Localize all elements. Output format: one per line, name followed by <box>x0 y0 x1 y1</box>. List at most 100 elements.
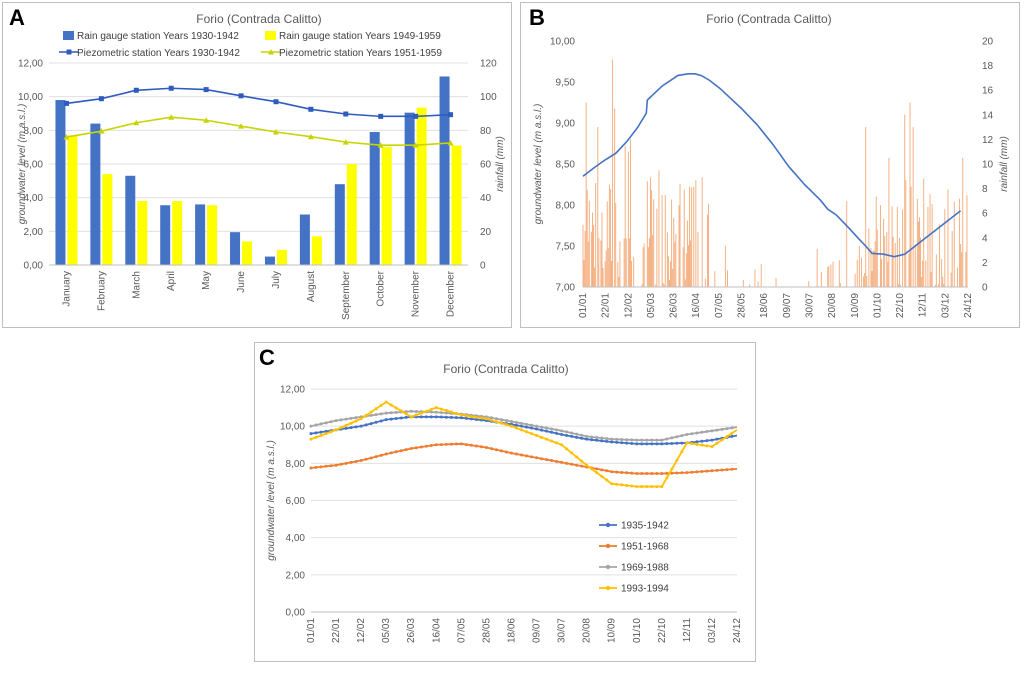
chart-b-ytick-left: 8,00 <box>556 201 576 212</box>
panel-a: A Forio (Contrada Calitto) 0,00 2,00 4,00 6,… <box>2 2 512 328</box>
chart-c-xtick: 07/05 <box>456 618 467 643</box>
chart-a-legend-label: Rain gauge station Years 1949-1959 <box>279 31 441 42</box>
chart-c-point-series-1951-1968 <box>334 463 338 467</box>
chart-c-point-series-1951-1968 <box>329 464 333 468</box>
chart-a-marker <box>98 128 105 134</box>
chart-c-point-series-1993-1994 <box>444 409 448 413</box>
chart-c-point-series-1969-1988 <box>374 413 378 417</box>
chart-a-bar-rain-1949-1959 <box>67 135 78 265</box>
chart-c-ytick: 0,00 <box>286 608 306 619</box>
chart-c-point-series-1935-1942 <box>545 429 549 433</box>
chart-a-title: Forio (Contrada Calitto) <box>196 12 321 26</box>
chart-c-point-series-1993-1994 <box>710 445 714 449</box>
chart-a-marker <box>413 113 419 119</box>
chart-c-point-series-1935-1942 <box>595 438 599 442</box>
chart-c-legend-marker <box>605 585 611 591</box>
chart-c-point-series-1993-1994 <box>610 482 614 486</box>
chart-c-point-series-1969-1988 <box>519 421 523 425</box>
chart-c-legend-label: 1993-1994 <box>621 584 669 595</box>
chart-c-point-series-1935-1942 <box>560 433 564 437</box>
chart-c-point-series-1951-1968 <box>324 464 328 468</box>
chart-c-xtick: 05/03 <box>381 618 392 643</box>
chart-c-point-series-1969-1988 <box>565 430 569 434</box>
chart-c-point-series-1935-1942 <box>550 430 554 434</box>
chart-c-point-series-1969-1988 <box>720 427 724 431</box>
chart-c-point-series-1951-1968 <box>715 468 719 472</box>
chart-c-xtick: 16/04 <box>431 618 442 643</box>
chart-c-point-series-1951-1968 <box>514 452 518 456</box>
chart-c-point-series-1993-1994 <box>720 438 724 442</box>
panel-c: C Forio (Contrada Calitto) 0,00 2,00 4,00 6,… <box>254 342 756 662</box>
chart-c-legend-label: 1935-1942 <box>621 521 669 532</box>
chart-c-point-series-1993-1994 <box>555 441 559 445</box>
chart-c-point-series-1969-1988 <box>369 413 373 417</box>
chart-c-point-series-1993-1994 <box>530 432 534 436</box>
chart-c-point-series-1951-1968 <box>710 469 714 473</box>
chart-c-point-series-1969-1988 <box>645 438 649 442</box>
chart-c-point-series-1993-1994 <box>525 430 529 434</box>
chart-c-point-series-1993-1994 <box>349 421 353 425</box>
chart-c-point-series-1951-1968 <box>489 447 493 451</box>
chart-c-point-series-1969-1988 <box>725 427 729 431</box>
chart-b-ytick-right: 8 <box>982 184 988 195</box>
chart-c-point-series-1969-1988 <box>700 430 704 434</box>
chart-c-point-series-1993-1994 <box>379 403 383 407</box>
chart-c-point-series-1935-1942 <box>710 438 714 442</box>
chart-a-bar-rain-1930-1942 <box>404 112 415 266</box>
chart-a-marker <box>238 123 245 129</box>
chart-c-ytick: 8,00 <box>286 459 306 470</box>
chart-b-ylabel-right: rainfall (mm) <box>999 136 1010 192</box>
chart-c-point-series-1993-1994 <box>479 416 483 420</box>
chart-a-marker <box>307 133 314 140</box>
chart-c-point-series-1951-1968 <box>530 455 534 459</box>
chart-a-marker <box>98 96 104 102</box>
chart-b-ytick-right: 10 <box>982 160 994 171</box>
chart-c-point-series-1969-1988 <box>580 433 584 437</box>
chart-c-ylabel: groundwater level (m a.s.l.) <box>266 440 277 561</box>
chart-c-xtick: 12/02 <box>356 618 367 643</box>
chart-c-point-series-1969-1988 <box>384 411 388 415</box>
chart-c-point-series-1951-1968 <box>575 463 579 467</box>
chart-a-ytick-left: 12,00 <box>18 59 43 70</box>
chart-c-point-series-1935-1942 <box>344 426 348 430</box>
chart-c-point-series-1993-1994 <box>519 428 523 432</box>
chart-a-bar-rain-1949-1959 <box>311 236 322 265</box>
chart-b-xtick: 12/02 <box>623 293 634 318</box>
chart-c-point-series-1969-1988 <box>499 418 503 422</box>
chart-a-xtick: May <box>201 271 212 290</box>
chart-a-bar-rain-1930-1942 <box>299 214 310 265</box>
chart-a-xtick: March <box>131 271 142 299</box>
chart-c-point-series-1969-1988 <box>414 409 418 413</box>
chart-c-ytick: 4,00 <box>286 533 306 544</box>
chart-c-point-series-1993-1994 <box>565 447 569 451</box>
chart-c-point-series-1993-1994 <box>590 467 594 471</box>
chart-c-point-series-1993-1994 <box>540 435 544 439</box>
chart-a-bar-rain-1949-1959 <box>346 164 357 265</box>
chart-c-xtick: 01/01 <box>306 618 317 643</box>
chart-c-point-series-1935-1942 <box>404 415 408 419</box>
chart-c-point-series-1993-1994 <box>374 407 378 411</box>
chart-c-point-series-1969-1988 <box>545 426 549 430</box>
chart-b-ytick-right: 14 <box>982 110 994 121</box>
chart-c-point-series-1951-1968 <box>670 471 674 475</box>
chart-c-point-series-1935-1942 <box>439 415 443 419</box>
chart-b-xtick: 22/10 <box>895 293 906 318</box>
chart-c-point-series-1969-1988 <box>610 437 614 441</box>
chart-c-point-series-1993-1994 <box>414 413 418 417</box>
chart-a-marker <box>342 139 349 145</box>
chart-c: Forio (Contrada Calitto) 0,00 2,00 4,00 6,00… <box>266 362 743 643</box>
chart-c-point-series-1935-1942 <box>620 441 624 445</box>
chart-c-point-series-1935-1942 <box>469 417 473 421</box>
chart-a-line-piezo-1930-1942 <box>66 87 451 118</box>
chart-c-point-series-1935-1942 <box>319 430 323 434</box>
chart-a-ytick-right: 80 <box>480 126 492 137</box>
chart-a-ytick-left: 0,00 <box>24 261 44 272</box>
chart-c-point-series-1993-1994 <box>690 442 694 446</box>
chart-c-point-series-1969-1988 <box>509 420 513 424</box>
chart-c-point-series-1951-1968 <box>434 443 438 447</box>
chart-a-legend-marker <box>66 49 72 55</box>
chart-b-groundwater-line <box>582 73 962 258</box>
chart-c-point-series-1951-1968 <box>580 464 584 468</box>
chart-b-ytick-left: 10,00 <box>550 37 575 48</box>
chart-c-point-series-1951-1968 <box>535 456 539 460</box>
